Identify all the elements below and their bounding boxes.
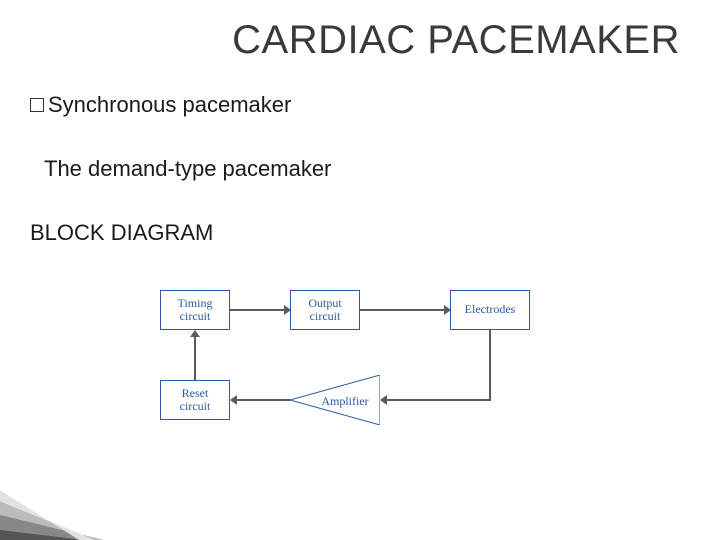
arrowhead-icon <box>284 305 291 315</box>
node-output-label: Outputcircuit <box>308 297 341 323</box>
bullet-box-icon <box>30 98 44 112</box>
subtitle-2: BLOCK DIAGRAM <box>30 220 213 246</box>
node-electrodes: Electrodes <box>450 290 530 330</box>
edge-reset-timing <box>194 337 196 380</box>
edge-electrodes-amplifier-h <box>386 399 491 401</box>
arrowhead-icon <box>444 305 451 315</box>
arrowhead-icon <box>380 395 387 405</box>
arrowhead-icon <box>230 395 237 405</box>
node-reset: Resetcircuit <box>160 380 230 420</box>
bullet-text: Synchronous pacemaker <box>48 92 291 117</box>
node-reset-label: Resetcircuit <box>180 387 211 413</box>
bullet-line: Synchronous pacemaker <box>30 92 291 118</box>
subtitle-1: The demand-type pacemaker <box>44 156 331 182</box>
edge-amplifier-reset <box>236 399 290 401</box>
node-output: Outputcircuit <box>290 290 360 330</box>
node-timing: Timingcircuit <box>160 290 230 330</box>
node-amplifier: Amplifier <box>290 375 380 425</box>
edge-electrodes-amplifier-v <box>489 330 491 400</box>
block-diagram: Timingcircuit Outputcircuit Electrodes R… <box>150 290 570 460</box>
slide-title: CARDIAC PACEMAKER <box>232 18 680 63</box>
slide: CARDIAC PACEMAKER Synchronous pacemaker … <box>0 0 720 540</box>
node-electrodes-label: Electrodes <box>465 303 516 316</box>
arrowhead-icon <box>190 330 200 337</box>
edge-output-electrodes <box>360 309 444 311</box>
edge-timing-output <box>230 309 284 311</box>
node-amplifier-label: Amplifier <box>321 394 368 408</box>
node-timing-label: Timingcircuit <box>178 297 213 323</box>
amplifier-triangle-icon: Amplifier <box>290 375 380 425</box>
